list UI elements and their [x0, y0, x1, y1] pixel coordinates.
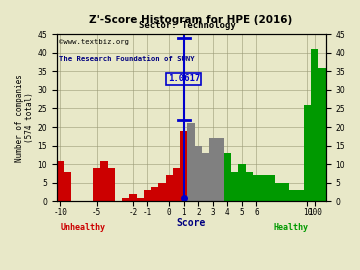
Bar: [93, 168, 100, 201]
Text: The Research Foundation of SUNY: The Research Foundation of SUNY: [59, 56, 195, 62]
Bar: [296, 190, 304, 201]
Bar: [188, 123, 195, 201]
Bar: [216, 138, 224, 201]
Y-axis label: Number of companies
(574 total): Number of companies (574 total): [15, 74, 35, 162]
Text: Sector: Technology: Sector: Technology: [139, 21, 235, 30]
Bar: [195, 146, 202, 201]
Bar: [166, 176, 173, 201]
Bar: [209, 138, 216, 201]
X-axis label: Score: Score: [176, 218, 206, 228]
Text: Healthy: Healthy: [273, 223, 308, 232]
Bar: [202, 153, 209, 201]
Bar: [267, 176, 275, 201]
Bar: [158, 183, 166, 201]
Bar: [253, 176, 260, 201]
Bar: [311, 49, 318, 201]
Bar: [57, 161, 64, 201]
Text: ©www.textbiz.org: ©www.textbiz.org: [59, 39, 129, 45]
Bar: [180, 131, 188, 201]
Bar: [100, 161, 108, 201]
Text: 1.0617: 1.0617: [168, 74, 200, 83]
Bar: [304, 105, 311, 201]
Bar: [260, 176, 267, 201]
Bar: [122, 198, 129, 201]
Bar: [289, 190, 296, 201]
Bar: [64, 172, 71, 201]
Bar: [173, 168, 180, 201]
Bar: [144, 190, 151, 201]
Bar: [238, 164, 246, 201]
Bar: [129, 194, 136, 201]
Bar: [108, 168, 115, 201]
Bar: [246, 172, 253, 201]
Bar: [231, 172, 238, 201]
Text: Unhealthy: Unhealthy: [61, 223, 106, 232]
Bar: [275, 183, 282, 201]
Bar: [282, 183, 289, 201]
Bar: [151, 187, 158, 201]
Bar: [318, 68, 325, 201]
Title: Z'-Score Histogram for HPE (2016): Z'-Score Histogram for HPE (2016): [90, 15, 293, 25]
Bar: [224, 153, 231, 201]
Bar: [136, 198, 144, 201]
